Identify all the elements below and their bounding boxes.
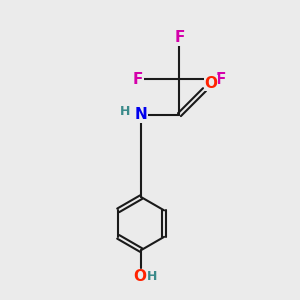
Text: H: H	[120, 105, 130, 118]
Text: O: O	[133, 268, 146, 284]
Text: N: N	[135, 107, 148, 122]
Text: F: F	[174, 30, 184, 45]
Text: F: F	[132, 72, 143, 87]
Text: F: F	[216, 72, 226, 87]
Text: O: O	[205, 76, 218, 91]
Text: H: H	[147, 269, 158, 283]
